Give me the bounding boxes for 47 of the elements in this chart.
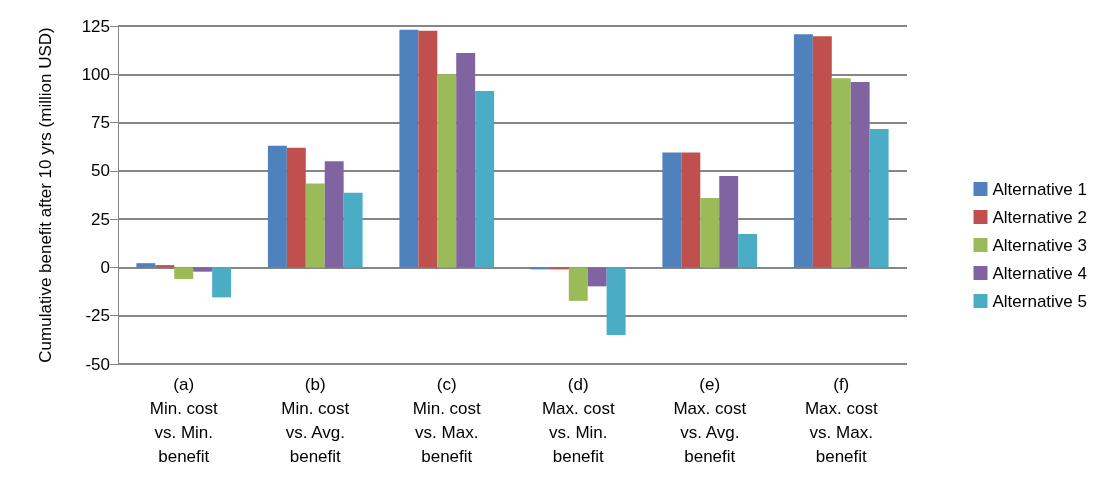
bar [456, 53, 476, 268]
bar [212, 267, 232, 298]
y-tick-label: 125 [81, 16, 110, 36]
x-tick-label: (d) Max. cost vs. Min. benefit [541, 374, 615, 466]
legend-label: Alternative 1 [992, 179, 1087, 199]
legend-label: Alternative 3 [992, 235, 1087, 255]
x-tick-label: (a) Min. cost vs. Min. benefit [149, 374, 219, 466]
bar [305, 183, 325, 268]
y-tick-label: 25 [91, 209, 110, 229]
bar [136, 263, 156, 268]
y-tick-label: 100 [81, 64, 110, 84]
bar [738, 234, 758, 268]
bar [793, 34, 813, 268]
y-axis-title: Cumulative benefit after 10 yrs (million USD) [35, 27, 55, 363]
bar [831, 78, 851, 268]
legend-label: Alternative 5 [992, 291, 1087, 311]
bar [812, 36, 832, 268]
bar [343, 192, 363, 268]
y-tick-label: -25 [85, 306, 110, 326]
bar [286, 147, 306, 268]
bar [568, 267, 588, 301]
bar [324, 161, 344, 268]
bar [700, 197, 720, 268]
bar [267, 145, 287, 268]
x-tick-label: (e) Max. cost vs. Avg. benefit [673, 374, 747, 466]
y-tick-label: -50 [85, 354, 110, 374]
bar [418, 30, 438, 268]
bar [475, 91, 495, 268]
x-tick-label: (b) Min. cost vs. Avg. benefit [281, 374, 350, 466]
y-tick-label: 50 [91, 161, 110, 181]
x-tick-label: (c) Min. cost vs. Max. benefit [412, 374, 482, 466]
bar [869, 128, 889, 268]
bar [681, 152, 701, 268]
bar [174, 267, 194, 280]
bar [437, 74, 457, 268]
bar [606, 267, 626, 336]
bar [587, 267, 607, 287]
bar [193, 267, 213, 272]
legend-label: Alternative 2 [992, 207, 1087, 227]
bar [719, 176, 739, 268]
x-tick-label: (f) Max. cost vs. Max. benefit [804, 374, 878, 466]
y-tick-label: 75 [91, 113, 110, 133]
bar [662, 152, 682, 268]
bar [850, 82, 870, 268]
bar [399, 29, 419, 268]
y-tick-label: 0 [100, 257, 110, 277]
legend-label: Alternative 4 [992, 263, 1087, 283]
